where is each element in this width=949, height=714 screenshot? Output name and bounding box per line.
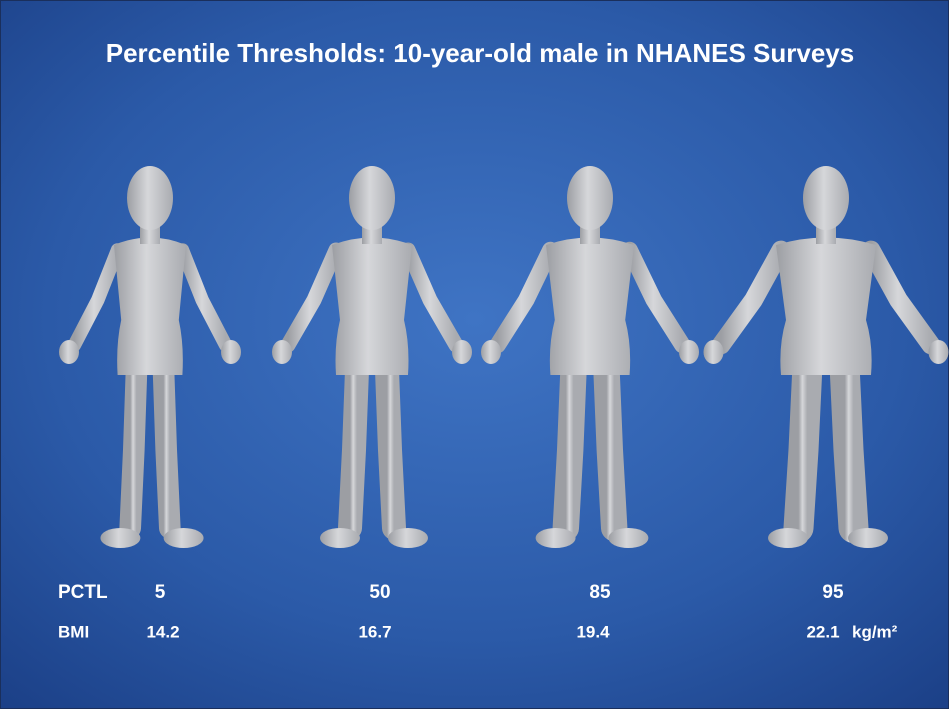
torso <box>114 237 186 375</box>
body <box>703 166 949 548</box>
pctl-value: 95 <box>822 582 844 603</box>
hand <box>679 340 699 364</box>
bodies <box>59 166 949 548</box>
hand <box>221 340 241 364</box>
foot <box>608 528 649 548</box>
foot <box>768 528 808 548</box>
head <box>127 166 173 230</box>
foot <box>320 528 360 548</box>
arm <box>711 240 791 355</box>
arm <box>621 241 691 354</box>
foot <box>535 528 576 548</box>
foot <box>848 528 888 548</box>
leg <box>552 356 587 542</box>
torso <box>546 237 634 375</box>
leg <box>338 358 369 540</box>
head <box>567 166 613 230</box>
bmi-value: 22.1 <box>806 622 839 641</box>
title: Percentile Thresholds: 10-year-old male … <box>106 38 854 68</box>
torso <box>776 237 876 375</box>
body <box>272 166 472 548</box>
leg <box>375 358 406 540</box>
row-label: BMI <box>58 622 89 641</box>
head <box>803 166 849 230</box>
bmi-value: 14.2 <box>146 622 179 641</box>
hand <box>452 340 472 364</box>
arm <box>861 240 941 355</box>
leg <box>829 355 869 543</box>
arm <box>175 243 233 352</box>
leg <box>119 359 148 539</box>
arm <box>280 242 344 353</box>
pctl-value: 5 <box>155 582 166 603</box>
hand <box>703 340 724 364</box>
foot <box>100 528 141 548</box>
head <box>349 166 395 230</box>
body <box>59 166 241 548</box>
pctl-value: 50 <box>369 582 390 603</box>
hand <box>272 340 292 364</box>
foot <box>388 528 428 548</box>
torso <box>332 237 412 375</box>
unit: kg/m² <box>852 622 898 641</box>
body <box>481 166 699 548</box>
hand <box>928 340 949 364</box>
row-label: PCTL <box>58 582 108 603</box>
arm <box>400 242 464 353</box>
hand <box>59 340 79 364</box>
hand <box>481 340 501 364</box>
bmi-value: 16.7 <box>358 622 391 641</box>
leg <box>783 355 823 543</box>
bmi-value: 19.4 <box>576 622 610 641</box>
leg <box>593 356 628 542</box>
pctl-value: 85 <box>589 582 611 603</box>
arm <box>67 243 125 352</box>
leg <box>152 359 181 539</box>
arm <box>489 241 559 354</box>
foot <box>163 528 204 548</box>
